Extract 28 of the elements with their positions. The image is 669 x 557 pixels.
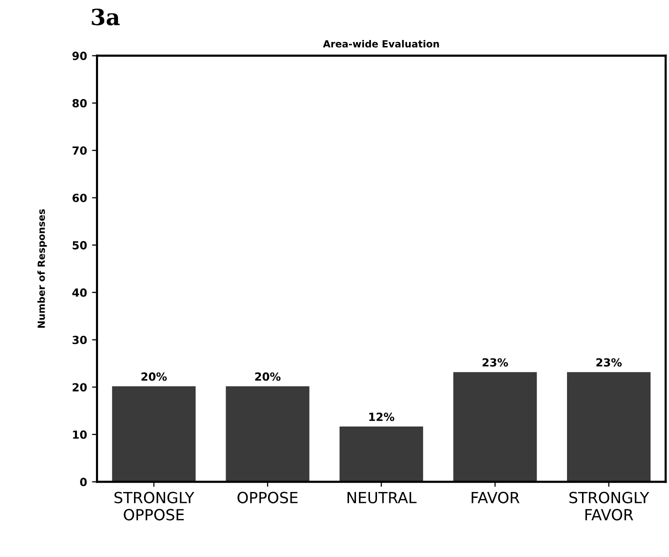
- bar: [226, 386, 310, 482]
- y-tick-label: 50: [72, 241, 87, 250]
- y-tick-label: 70: [72, 146, 87, 155]
- y-tick-label: 90: [72, 52, 87, 60]
- y-axis-title: Number of Responses: [37, 209, 47, 328]
- bar: [567, 372, 651, 482]
- data-label: 12%: [369, 412, 394, 422]
- y-tick-label: 0: [80, 478, 87, 486]
- x-tick-label: FAVOR: [472, 492, 520, 504]
- text: 3a: [92, 8, 120, 26]
- y-tick-label: 40: [72, 288, 87, 297]
- x-tick-label: OPPOSE: [238, 492, 298, 504]
- y-tick-label: 10: [73, 430, 87, 439]
- x-tick-label: NEUTRAL: [348, 492, 417, 504]
- bar: [340, 426, 424, 482]
- y-tick-label: 20: [72, 383, 87, 392]
- data-label: 20%: [255, 372, 281, 381]
- data-label: 20%: [141, 372, 167, 381]
- bar: [453, 372, 537, 482]
- x-tick-label: STRONGLY FAVOR: [569, 492, 650, 520]
- x-tick-label: STRONGLY OPPOSE: [114, 492, 194, 520]
- chart-title: Area-wide Evaluation: [323, 40, 439, 48]
- y-tick-label: 60: [72, 194, 87, 202]
- data-label: 23%: [596, 358, 622, 367]
- y-tick-label: 80: [72, 99, 87, 108]
- bar: [112, 386, 196, 482]
- data-label: 23%: [482, 358, 508, 367]
- y-tick-label: 30: [72, 336, 87, 344]
